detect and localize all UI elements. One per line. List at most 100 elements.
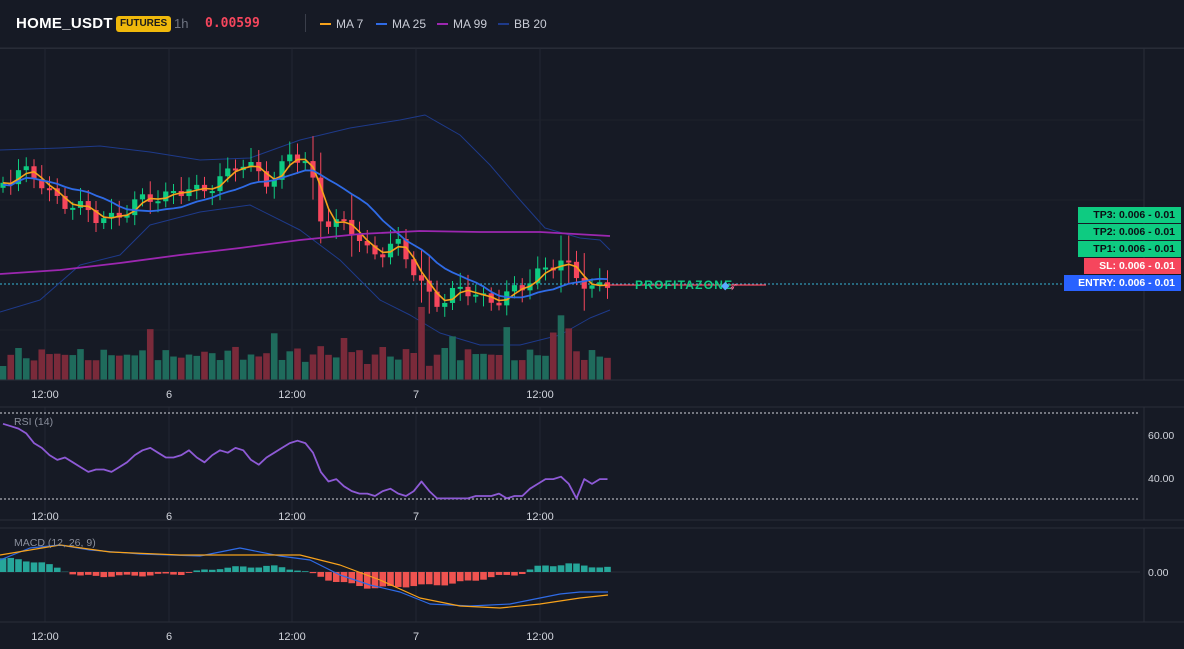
legend-ma25[interactable]: MA 25 [376, 17, 426, 31]
pane-frames [0, 47, 1184, 623]
ma25-swatch-icon [376, 23, 387, 25]
volume-bar [38, 349, 46, 380]
candle-body [170, 191, 177, 194]
shield-icon: ◆ [721, 279, 730, 292]
candle-body [418, 275, 425, 281]
macd-histogram-bar [0, 558, 7, 572]
volume-bar [170, 356, 177, 380]
volume-bar [387, 356, 394, 380]
volume-bar [402, 349, 410, 380]
time-axes: 12:00 6 12:00 7 12:00 12:00 6 12:00 7 12:00 12:00 6… [31, 389, 554, 643]
candle-body [380, 254, 386, 258]
candle-body [581, 278, 587, 289]
candle-body [434, 291, 440, 307]
macd-histogram-bar [518, 572, 526, 575]
candle-body [116, 212, 122, 218]
macd-histogram-bar [588, 567, 596, 572]
macd-histogram-bar [433, 572, 441, 586]
macd-histogram-bar [53, 567, 61, 572]
macd-histogram-bar [534, 565, 542, 572]
volume-bar [193, 355, 201, 380]
legend-ma7[interactable]: MA 7 [320, 17, 363, 31]
volume-bar [255, 356, 263, 380]
rsi-pane: RSI (14) 60.00 40.00 [0, 412, 1174, 500]
volume-bar [77, 349, 84, 380]
time-axis-label: 7 [413, 511, 419, 523]
volume-bar [604, 357, 611, 380]
time-axis-label: 6 [166, 631, 172, 643]
candle-body [139, 194, 146, 200]
time-axis-label: 12:00 [278, 389, 306, 401]
candle-body [271, 179, 277, 187]
rsi-tick-40: 40.00 [1148, 473, 1174, 485]
candle-body [488, 293, 494, 303]
macd-histogram-bar [30, 562, 38, 572]
volume-bar [456, 360, 464, 380]
ma7-line [2, 158, 608, 302]
volume-bar [317, 346, 325, 380]
volume-bar [108, 355, 115, 380]
macd-histogram-bar [263, 565, 270, 572]
macd-histogram-bar [108, 572, 115, 577]
macd-histogram-bar [363, 572, 371, 589]
volume-bar [286, 351, 294, 380]
volume-bar [0, 366, 7, 380]
candle-body [54, 188, 60, 196]
time-axis-label: 12:00 [31, 631, 59, 643]
macd-histogram-bar [480, 572, 487, 580]
volume-bar [441, 348, 449, 380]
candle-body [597, 282, 603, 286]
macd-histogram-bar [425, 572, 433, 585]
candle-body [279, 161, 285, 180]
macd-histogram-bar [247, 567, 255, 572]
volume-bar [379, 347, 387, 380]
last-price: 0.00599 [205, 16, 260, 31]
macd-histogram-bar [216, 569, 224, 572]
legend-ma99[interactable]: MA 99 [437, 17, 487, 31]
volume-bar [46, 354, 53, 380]
volume-bar [433, 354, 441, 380]
macd-histogram-bar [278, 567, 286, 572]
volume-bar [301, 361, 309, 380]
rsi-tick-60: 60.00 [1148, 430, 1174, 442]
macd-histogram-bar [580, 565, 588, 572]
time-axis-label: 7 [413, 389, 419, 401]
macd-histogram-bar [100, 572, 108, 578]
candle-body [108, 212, 115, 219]
volume-bar [565, 328, 573, 380]
macd-histogram-bar [495, 572, 503, 575]
bb-lower-line [0, 204, 611, 346]
candle-body [325, 221, 332, 227]
timeframe-label[interactable]: 1h [174, 16, 189, 31]
candle-body [302, 161, 308, 164]
candle-body [573, 261, 580, 279]
time-axis-label: 12:00 [278, 511, 306, 523]
macd-histogram-bar [201, 569, 208, 572]
volume-bar [154, 360, 162, 380]
macd-histogram-bar [84, 572, 92, 575]
legend-ma25-label: MA 25 [392, 17, 427, 31]
macd-tick-zero: 0.00 [1148, 567, 1169, 579]
volume-bar [123, 354, 131, 380]
rocket-icon: ➶ [729, 280, 738, 293]
level-tag-tp2: TP2: 0.006 - 0.01 [1078, 224, 1181, 240]
candle-body [542, 267, 549, 270]
candle-body [217, 176, 223, 192]
macd-histogram-bar [131, 572, 139, 576]
candle-body [124, 215, 130, 218]
macd-histogram-bar [441, 572, 449, 586]
legend-bb20[interactable]: BB 20 [498, 17, 547, 31]
volume-bar [542, 355, 549, 380]
candle-body [589, 285, 595, 289]
symbol-label: HOME_USDT [16, 15, 113, 32]
candle-body [535, 268, 541, 284]
volume-bar [294, 348, 301, 380]
candle-body [519, 285, 525, 291]
volume-bar [22, 358, 30, 380]
level-tag-tp1: TP1: 0.006 - 0.01 [1078, 241, 1181, 257]
macd-histogram-bar [185, 572, 193, 573]
time-axis-label: 12:00 [278, 631, 306, 643]
volume-bar [588, 350, 596, 380]
candle-body [23, 166, 29, 171]
